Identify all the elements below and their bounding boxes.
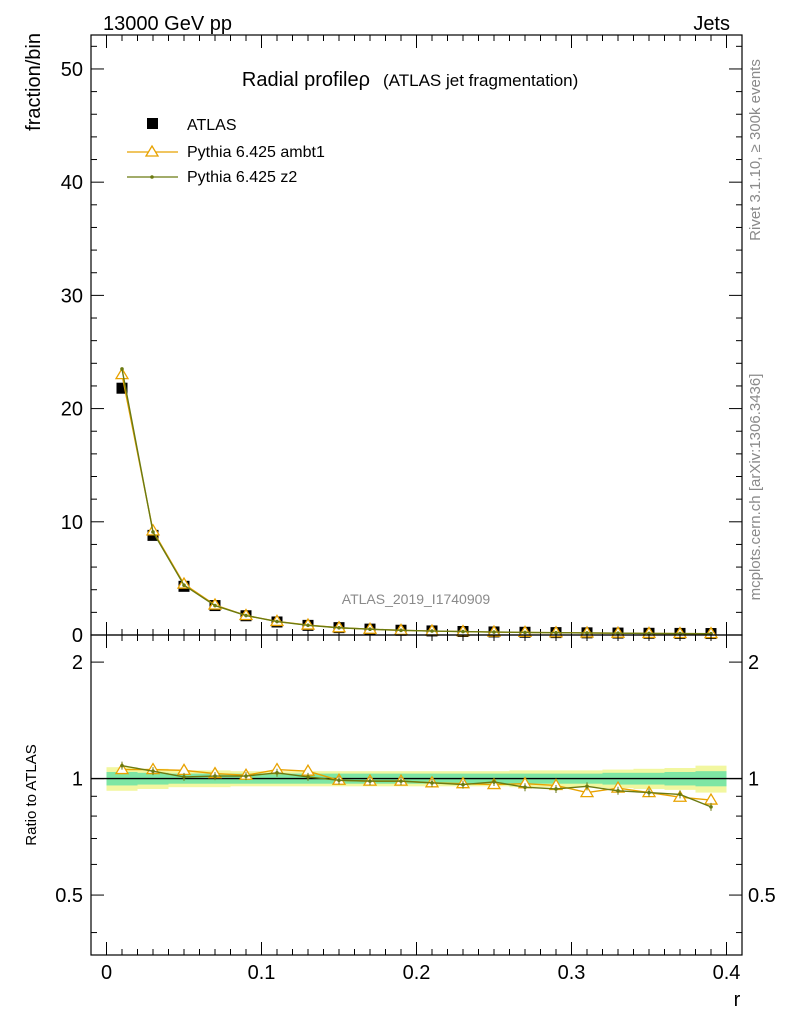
ratio-point-z2	[368, 779, 372, 783]
main-axis-ticks: 0 10 20 30 40 50	[61, 35, 742, 647]
x-tick-label: 0	[101, 962, 112, 984]
ratio-point-z2	[244, 774, 248, 778]
ratio-point-z2	[399, 779, 403, 783]
ratio-y-tick-label-right: 0.5	[748, 885, 776, 907]
ratio-point-z2	[182, 775, 186, 779]
ratio-y-tick-label: 1	[72, 769, 83, 791]
legend-marker-atlas	[147, 118, 158, 129]
x-tick-label: 0.4	[713, 962, 741, 984]
ratio-y-tick-label-right: 2	[748, 652, 759, 674]
watermark: ATLAS_2019_I1740909	[342, 591, 491, 607]
data-point-z2	[492, 630, 496, 634]
data-point-z2	[337, 625, 341, 630]
data-point-z2	[647, 631, 651, 636]
y-tick-label: 10	[61, 512, 83, 534]
ratio-point-z2	[151, 769, 155, 773]
mcplots-label: mcplots.cern.ch [arXiv:1306.3436]	[747, 374, 764, 601]
legend-item-atlas: ATLAS	[147, 117, 237, 134]
ratio-point-ambt1	[176, 763, 192, 776]
ratio-point-z2	[585, 784, 589, 789]
data-point-z2	[523, 630, 527, 635]
ratio-point-z2	[337, 778, 341, 783]
ratio-point-z2	[616, 788, 620, 793]
legend-item-z2: Pythia 6.425 z2	[127, 169, 297, 186]
data-point-z2	[275, 619, 279, 624]
main-y-label: fraction/bin	[23, 33, 45, 131]
ratio-series	[114, 761, 719, 811]
energy-label: 13000 GeV pp	[103, 13, 232, 35]
y-tick-label: 20	[61, 399, 83, 421]
ratio-point-z2	[275, 771, 279, 775]
main-panel: 0 10 20 30 40 50 Radial profileρ (ATLAS jet f…	[23, 33, 743, 647]
x-tick-label: 0.3	[558, 962, 586, 984]
rivet-label: Rivet 3.1.10, ≥ 300k events	[747, 59, 764, 241]
y-tick-label: 30	[61, 285, 83, 307]
data-point-atlas	[116, 382, 128, 394]
data-point-ambt1	[176, 576, 192, 589]
ratio-panel: 0.5 0.5 1 1 2 2 0 0.1 0.2 0.3 0.4 Ratio to ATLAS r	[23, 634, 776, 1011]
y-tick-label: 0	[72, 625, 83, 647]
series-line-2	[121, 368, 712, 635]
chart-title: Radial profileρ	[242, 69, 370, 91]
main-series	[114, 367, 719, 640]
ratio-y-tick-label: 2	[72, 652, 83, 674]
x-tick-label: 0.1	[248, 962, 276, 984]
category-label: Jets	[693, 13, 730, 35]
data-point-z2	[430, 629, 434, 633]
ratio-point-z2	[492, 780, 496, 784]
ratio-point-z2	[461, 782, 465, 787]
legend-label-atlas: ATLAS	[187, 117, 237, 134]
data-point-z2	[585, 631, 589, 635]
data-point-ambt1	[114, 367, 130, 380]
data-point-z2	[244, 613, 248, 618]
data-point-z2	[151, 530, 155, 534]
data-point-z2	[616, 631, 620, 635]
data-point-z2	[306, 623, 310, 628]
legend: ATLAS Pythia 6.425 ambt1 Pythia 6.425 z2	[127, 117, 325, 186]
ratio-axis-ticks: 0.5 0.5 1 1 2 2 0 0.1 0.2 0.3 0.4	[55, 635, 776, 984]
ratio-point-z2	[213, 774, 217, 778]
ratio-point-z2	[554, 787, 558, 791]
data-point-z2	[120, 367, 124, 371]
x-tick-label: 0.2	[403, 962, 431, 984]
legend-marker-z2	[150, 175, 154, 179]
legend-item-ambt1: Pythia 6.425 ambt1	[127, 144, 325, 161]
ratio-point-z2	[120, 763, 124, 768]
legend-label-z2: Pythia 6.425 z2	[187, 169, 297, 186]
ratio-point-z2	[647, 790, 651, 795]
data-point-z2	[461, 629, 465, 634]
ratio-point-ambt1	[579, 785, 595, 798]
data-point-z2	[182, 583, 186, 587]
ratio-frame	[90, 634, 743, 956]
ratio-point-z2	[678, 792, 682, 797]
data-point-z2	[368, 627, 372, 632]
data-point-z2	[554, 630, 558, 635]
ratio-y-tick-label: 0.5	[55, 885, 83, 907]
y-tick-label: 40	[61, 172, 83, 194]
ratio-y-tick-label-right: 1	[748, 769, 759, 791]
data-point-z2	[213, 603, 217, 608]
ratio-y-label: Ratio to ATLAS	[23, 744, 40, 845]
legend-label-ambt1: Pythia 6.425 ambt1	[187, 144, 325, 161]
y-tick-label: 50	[61, 59, 83, 81]
ratio-line-1	[121, 764, 712, 808]
ratio-point-z2	[430, 781, 434, 785]
chart-subtitle: (ATLAS jet fragmentation)	[383, 71, 578, 90]
ratio-point-z2	[709, 805, 713, 809]
ratio-point-z2	[523, 785, 527, 790]
ratio-point-z2	[306, 775, 310, 779]
x-axis-label: r	[734, 989, 741, 1011]
legend-marker-ambt1	[144, 144, 160, 157]
data-point-z2	[399, 628, 403, 633]
